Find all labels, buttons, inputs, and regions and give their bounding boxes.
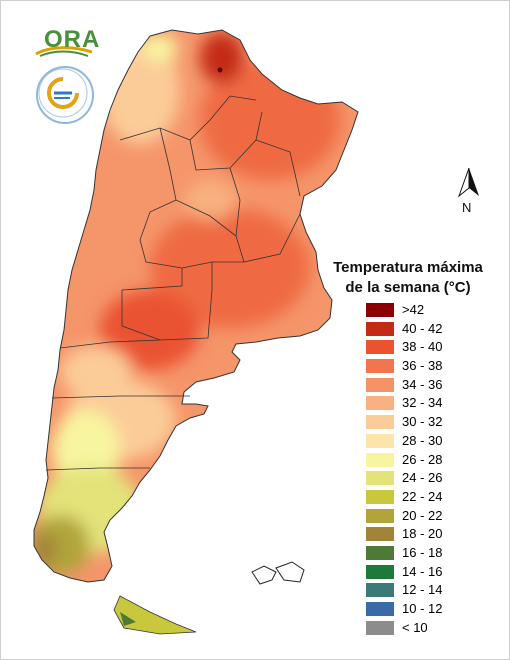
legend-label: 12 - 14 [402,582,443,598]
legend-label: 30 - 32 [402,414,443,430]
legend-label: 38 - 40 [402,339,443,355]
boundary-chubut [45,467,150,471]
hotspot-marker [217,67,223,73]
boundary-sanluis [121,268,183,291]
logo-text: ORA [44,26,101,53]
logo-swoosh-icon [35,46,93,57]
zone-puna [142,34,178,62]
legend-label: < 10 [402,619,428,635]
legend-label: 28 - 30 [402,432,443,448]
legend-swatch [366,396,394,411]
zone-lapampa [100,290,200,370]
boundary-sfe-w [229,167,245,263]
legend-swatch [366,433,394,448]
boundary-chaco [255,139,301,197]
legend-swatch [366,340,394,355]
legend-swatch [366,471,394,486]
zone-north-hot [200,32,244,84]
legend-swatch [366,415,394,430]
legend-label: 32 - 34 [402,395,443,411]
legend-label: 10 - 12 [402,601,443,616]
legend-label: 14 - 16 [402,563,443,579]
boundary-rionegro [51,395,190,399]
legend-label: 34 - 36 [402,376,443,392]
legend-label: 22 - 24 [402,488,443,504]
legend-swatch [366,545,394,560]
isla-gran-malvina [275,561,305,583]
malvinas-islands [251,561,305,585]
legend-title-line2: de la semana (°C) [345,279,471,296]
legend-label: 16 - 18 [402,544,443,560]
legend-swatch [366,602,394,616]
legend-label: >42 [402,302,425,317]
legend-label: 24 - 26 [402,470,443,486]
legend-label: 26 - 28 [402,451,443,467]
boundary-cordoba [175,199,237,237]
legend-swatch [366,303,394,317]
zone-pampa [150,208,310,328]
legend-label: 36 - 38 [402,358,443,374]
legend-swatch [366,620,394,635]
boundary-northwest [139,127,177,263]
legend-label: 18 - 20 [402,526,443,542]
north-label: N [462,200,472,215]
legend-swatch [366,452,394,467]
legend-swatch [366,321,394,336]
legend-title-line1: Temperatura máxima [333,259,483,276]
legend-swatch [366,508,394,523]
smn-seal-logo [36,66,94,124]
legend-title: Temperatura máxima de la semana (°C) [328,258,488,298]
seal-emblem-icon [38,68,88,118]
zone-cordoba [184,180,236,220]
legend-swatch [366,527,394,542]
tierra-del-fuego [113,595,197,635]
legend-swatch [366,359,394,374]
ora-logo: ORA [30,24,100,60]
boundary-lapampa [121,262,213,341]
boundary-north-1 [119,95,257,141]
legend-swatch [366,377,394,392]
isla-soledad [251,565,277,585]
legend-swatch [366,564,394,579]
boundary-center [145,213,301,269]
legend-label: 20 - 22 [402,507,443,523]
province-boundaries [45,95,301,471]
legend-label: 40 - 42 [402,320,443,336]
legend-swatch [366,583,394,598]
north-arrow: N [455,166,483,218]
country-outline [33,29,359,583]
tdf-cold-zone [120,612,136,626]
legend-swatch [366,489,394,504]
north-arrow-icon [457,167,479,198]
boundary-neuquen [59,339,161,349]
